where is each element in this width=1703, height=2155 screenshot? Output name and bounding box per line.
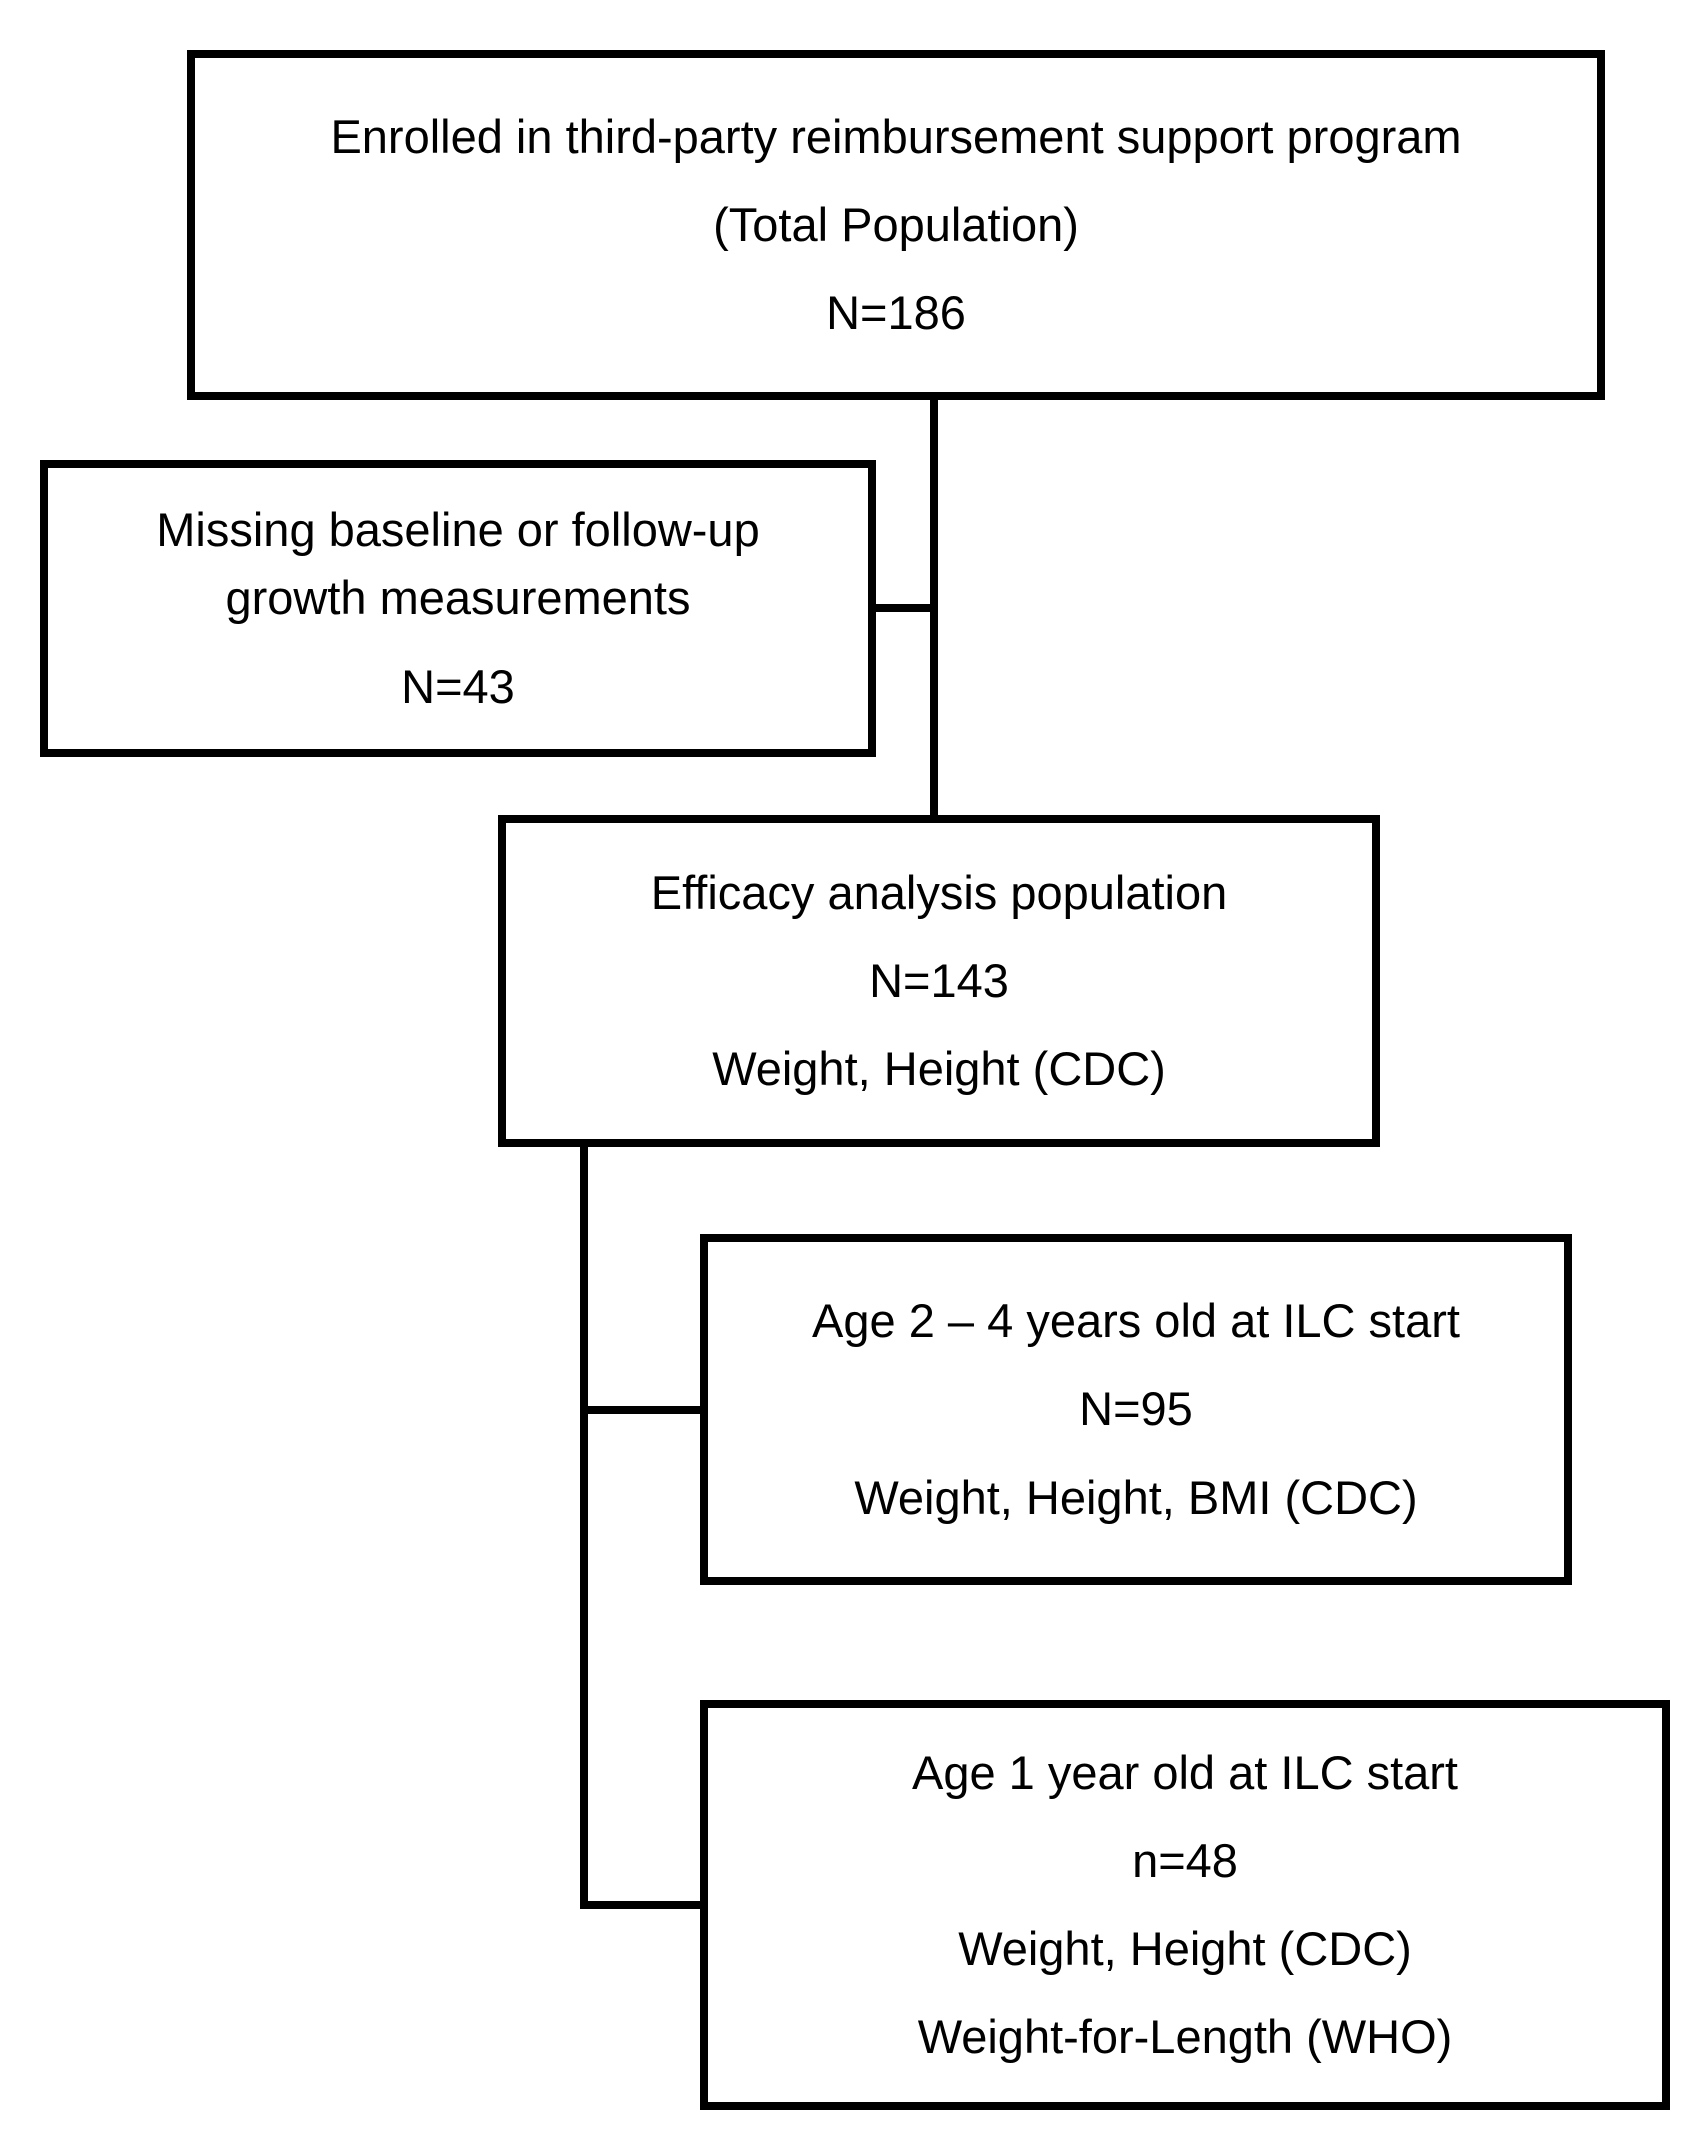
- box-age-1: Age 1 year old at ILC start n=48 Weight,…: [700, 1700, 1670, 2110]
- connector-efficacy-to-subgroups: [580, 1147, 588, 1909]
- box-excluded: Missing baseline or follow-up growth mea…: [40, 460, 876, 757]
- box-line: Missing baseline or follow-up growth mea…: [156, 503, 760, 625]
- box-line: Age 2 – 4 years old at ILC start: [812, 1294, 1460, 1348]
- box-count: N=43: [401, 659, 515, 713]
- box-count: N=143: [869, 953, 1009, 1007]
- box-total-population: Enrolled in third-party reimbursement su…: [187, 50, 1605, 400]
- box-line: Weight, Height (CDC): [712, 1042, 1166, 1096]
- connector-age-1-branch: [580, 1901, 700, 1909]
- box-line: Weight, Height, BMI (CDC): [854, 1470, 1418, 1524]
- box-line: Age 1 year old at ILC start: [911, 1745, 1458, 1799]
- box-line: Weight, Height (CDC): [958, 1922, 1412, 1975]
- connector-excluded-branch: [876, 604, 938, 612]
- box-count: n=48: [1132, 1833, 1238, 1887]
- box-count: N=95: [1079, 1382, 1193, 1436]
- box-efficacy-population: Efficacy analysis population N=143 Weigh…: [498, 815, 1380, 1147]
- connector-age-2-4-branch: [580, 1406, 700, 1414]
- box-line: (Total Population): [713, 197, 1079, 251]
- box-age-2-4: Age 2 – 4 years old at ILC start N=95 We…: [700, 1234, 1572, 1585]
- box-line: Weight-for-Length (WHO): [917, 2010, 1453, 2064]
- box-count: N=186: [826, 286, 966, 340]
- box-line: Enrolled in third-party reimbursement su…: [330, 109, 1462, 163]
- box-line: Efficacy analysis population: [650, 865, 1228, 919]
